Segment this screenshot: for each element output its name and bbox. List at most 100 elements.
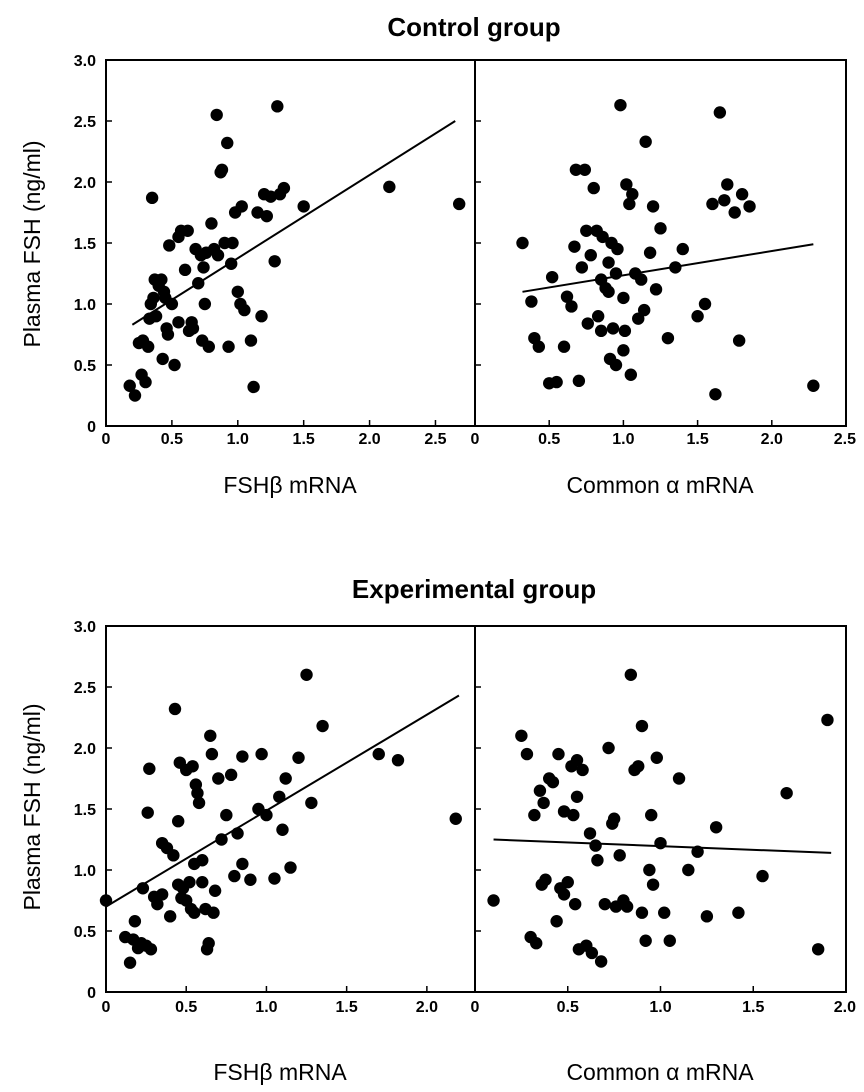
- data-point: [643, 863, 656, 877]
- data-point: [682, 863, 695, 877]
- data-point: [570, 754, 584, 767]
- y-tick-label: 1.5: [74, 802, 96, 819]
- y-tick-label: 3.0: [74, 53, 96, 70]
- data-point: [136, 882, 150, 895]
- experimental-left-x-axis-label: FSHβ mRNA: [213, 1059, 347, 1085]
- data-point: [732, 334, 746, 347]
- x-tick-label: 1.0: [227, 431, 249, 448]
- data-point: [646, 200, 660, 213]
- data-point: [224, 768, 238, 782]
- data-point: [132, 336, 146, 350]
- data-point: [211, 249, 225, 262]
- data-point: [143, 762, 156, 775]
- data-point: [236, 857, 249, 871]
- data-point: [297, 200, 310, 213]
- data-point: [197, 261, 210, 274]
- x-tick-label: 2.0: [358, 431, 380, 448]
- data-point: [624, 368, 638, 381]
- data-point: [594, 324, 608, 338]
- data-point: [552, 747, 565, 761]
- data-point: [268, 255, 281, 268]
- data-point: [591, 854, 604, 867]
- data-point: [661, 331, 675, 345]
- data-point: [163, 910, 177, 923]
- data-point: [171, 815, 185, 828]
- data-point: [639, 135, 652, 148]
- data-point: [186, 322, 200, 335]
- data-point: [516, 236, 529, 250]
- data-point: [260, 209, 273, 223]
- y-tick-label: 1.0: [74, 863, 96, 880]
- data-point: [572, 374, 586, 388]
- data-point: [231, 285, 244, 298]
- data-point: [624, 668, 638, 681]
- data-point: [255, 310, 268, 323]
- x-tick-label: 1.0: [649, 999, 671, 1016]
- data-point: [698, 297, 712, 311]
- y-tick-label: 2.0: [74, 175, 96, 192]
- data-point: [99, 894, 113, 907]
- data-point: [151, 897, 164, 911]
- data-point: [532, 340, 546, 353]
- data-point: [123, 379, 136, 392]
- data-point: [578, 163, 592, 176]
- data-point: [545, 270, 559, 284]
- control-fsh-beta-panel: 0 0.5 1.0 1.5 2.0 2.5 0 0.5 1.0 1.5 2.0 2.5 3.0: [74, 53, 466, 448]
- y-tick-label: 2.0: [74, 741, 96, 758]
- data-point: [550, 915, 563, 928]
- data-point: [663, 934, 676, 947]
- data-point: [635, 906, 649, 919]
- data-point: [244, 334, 258, 347]
- experimental-right-x-axis-label: Common α mRNA: [566, 1059, 754, 1085]
- data-point: [525, 295, 538, 308]
- data-point: [238, 303, 251, 317]
- data-point: [743, 200, 756, 213]
- data-point: [191, 786, 204, 800]
- data-point: [576, 763, 589, 777]
- data-point: [149, 310, 163, 323]
- y-tick-label: 0: [87, 419, 96, 436]
- x-tick-label: 2.5: [834, 431, 856, 448]
- data-point: [602, 741, 615, 755]
- control-y-axis-label: Plasma FSH (ng/ml): [19, 140, 45, 347]
- data-point: [821, 713, 834, 727]
- x-tick-label: 0: [102, 431, 111, 448]
- data-point: [186, 760, 199, 773]
- data-point: [161, 328, 175, 341]
- x-tick-label: 0.5: [161, 431, 183, 448]
- data-point: [581, 317, 594, 330]
- x-tick-label: 0: [102, 999, 111, 1016]
- x-tick-label: 0.5: [175, 999, 197, 1016]
- x-tick-label: 1.5: [742, 999, 764, 1016]
- x-tick-label: 0: [471, 431, 480, 448]
- data-point: [172, 230, 185, 244]
- data-point: [537, 796, 550, 810]
- data-point: [609, 358, 623, 372]
- data-point: [718, 194, 731, 207]
- x-tick-label: 0.5: [538, 431, 560, 448]
- data-point: [279, 772, 292, 785]
- data-point: [583, 827, 597, 840]
- data-point: [607, 812, 621, 825]
- data-point: [602, 256, 615, 269]
- data-point: [156, 352, 169, 366]
- data-point: [215, 833, 228, 846]
- data-point: [565, 300, 578, 313]
- data-point: [383, 180, 396, 194]
- control-common-alpha-panel: 0 0.5 1.0 1.5 2.0 2.5: [471, 59, 856, 448]
- data-point: [212, 772, 225, 785]
- data-point: [180, 894, 193, 907]
- data-point: [568, 897, 582, 911]
- x-tick-label: 0.5: [557, 999, 579, 1016]
- data-point: [654, 836, 667, 850]
- data-point: [557, 805, 571, 818]
- data-point: [728, 206, 741, 219]
- data-point: [167, 849, 180, 862]
- data-point: [618, 324, 632, 338]
- data-point: [144, 943, 158, 956]
- data-point: [807, 379, 820, 392]
- data-point: [567, 808, 580, 822]
- data-point: [561, 876, 574, 889]
- data-point: [596, 230, 609, 244]
- data-point: [557, 888, 571, 901]
